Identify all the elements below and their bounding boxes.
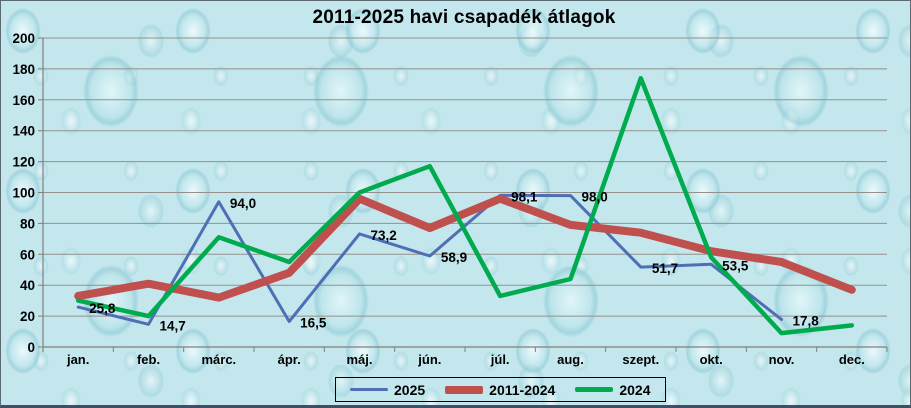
x-axis-category-label: ápr.	[278, 352, 301, 367]
y-axis-tick-label: 80	[20, 216, 35, 231]
data-label: 16,5	[300, 316, 327, 331]
series-line-2025	[76, 193, 783, 326]
legend-label: 2024	[619, 381, 651, 398]
series-line-2024	[75, 75, 855, 336]
legend-item-2025: 2025	[350, 382, 425, 398]
data-label: 98,1	[511, 189, 538, 204]
legend-label: 2025	[394, 381, 426, 398]
legend-line-swatch-icon	[445, 385, 484, 394]
legend-item-2024: 2024	[575, 381, 651, 398]
data-label: 14,7	[160, 318, 186, 333]
data-labels: 25,8 14,7 94,0 16,5 73,2 58,9 98,1 98,0 51,7 53,5…	[89, 189, 819, 333]
x-axis-category-label: jún.	[417, 352, 441, 367]
legend-line-swatch-icon	[350, 388, 388, 391]
y-axis-tick-label: 120	[12, 155, 35, 170]
x-axis-category-label: okt.	[700, 352, 723, 367]
x-axis-category-label: márc.	[201, 352, 236, 367]
x-axis-category-label: dec.	[839, 352, 865, 367]
y-axis-tick-label: 60	[20, 247, 35, 262]
x-axis-category-label: aug.	[557, 352, 584, 367]
data-label: 73,2	[371, 228, 397, 243]
y-axis: 0 20 40 60 80 100 120 140 160 180 200	[12, 31, 44, 355]
x-axis-category-label: júl.	[490, 352, 510, 367]
y-axis-tick-label: 20	[20, 309, 35, 324]
legend: 2025 2011-2024 2024	[335, 377, 666, 402]
data-label: 94,0	[230, 196, 256, 211]
y-axis-tick-label: 0	[27, 340, 35, 355]
data-label: 58,9	[441, 250, 467, 265]
y-axis-tick-label: 180	[12, 62, 35, 77]
x-axis: jan. feb. márc. ápr. máj. jún. júl. aug. szept. o…	[42, 346, 888, 367]
legend-item-2011-2024: 2011-2024	[445, 382, 555, 398]
data-label: 98,0	[582, 190, 608, 205]
series-line-2011-2024	[74, 194, 856, 302]
data-label: 25,8	[89, 301, 116, 316]
data-label: 17,8	[793, 313, 820, 328]
x-axis-category-label: nov.	[769, 352, 795, 367]
y-axis-tick-label: 100	[12, 186, 35, 201]
data-label: 51,7	[652, 261, 678, 276]
legend-label: 2011-2024	[489, 381, 556, 398]
gridlines	[43, 37, 887, 317]
data-label: 53,5	[722, 258, 749, 273]
x-axis-category-label: feb.	[137, 352, 160, 367]
y-axis-tick-label: 40	[20, 278, 35, 293]
x-axis-category-label: jan.	[66, 352, 89, 367]
legend-line-swatch-icon	[575, 387, 614, 392]
y-axis-tick-label: 140	[12, 124, 35, 139]
chart-title: 2011-2025 havi csapadék átlagok	[312, 7, 616, 28]
y-axis-tick-label: 160	[12, 93, 35, 108]
y-axis-tick-label: 200	[12, 31, 35, 46]
x-axis-category-label: szept.	[622, 352, 659, 367]
x-axis-category-label: máj.	[346, 352, 372, 367]
